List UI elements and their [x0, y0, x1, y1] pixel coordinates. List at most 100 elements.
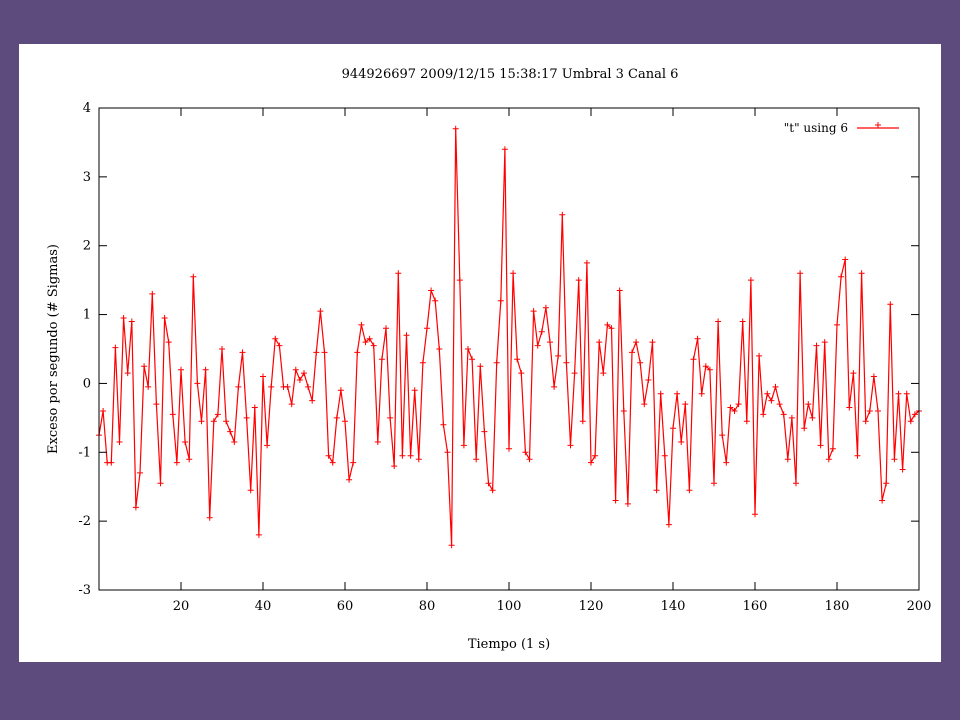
data-point [752, 511, 758, 518]
data-point [682, 401, 689, 408]
y-tick-label: 2 [83, 239, 91, 254]
data-point [727, 404, 734, 411]
data-point [616, 287, 623, 294]
data-point [706, 366, 713, 373]
data-point [719, 432, 726, 439]
data-point [473, 456, 480, 463]
data-point [723, 459, 730, 466]
data-point [346, 476, 353, 483]
data-point [596, 339, 603, 346]
x-tick-label: 40 [255, 599, 272, 614]
data-point [497, 297, 504, 304]
data-point [391, 463, 398, 470]
data-point [653, 487, 660, 494]
data-point [530, 308, 537, 315]
data-point [899, 466, 906, 473]
data-point [850, 370, 857, 377]
data-point [350, 459, 357, 466]
plot-area [96, 125, 922, 549]
data-point [399, 452, 406, 459]
data-point [387, 414, 394, 421]
data-point [493, 359, 500, 366]
data-point [743, 418, 750, 425]
data-point [887, 301, 894, 308]
data-point [559, 211, 566, 218]
data-point [760, 411, 767, 418]
data-point [284, 383, 291, 390]
data-point [670, 425, 676, 432]
chart-title: 944926697 2009/12/15 15:38:17 Umbral 3 C… [342, 67, 679, 82]
data-point [555, 352, 562, 359]
chart-frame: 944926697 2009/12/15 15:38:17 Umbral 3 C… [19, 44, 941, 662]
data-point [735, 401, 742, 408]
data-point [854, 452, 861, 459]
data-point [510, 270, 517, 277]
data-point [547, 339, 553, 346]
data-point [571, 370, 578, 377]
data-point [272, 335, 279, 342]
data-point [407, 452, 414, 459]
data-point [309, 397, 316, 404]
data-point [624, 500, 631, 507]
data-point [178, 366, 184, 373]
data-point [342, 418, 348, 425]
data-point [665, 521, 672, 528]
y-axis-label: Exceso por segundo (# Sigmas) [46, 244, 61, 454]
data-point [260, 373, 266, 380]
data-point [370, 342, 377, 349]
data-point [165, 339, 172, 346]
data-point [903, 390, 910, 397]
data-point [296, 377, 303, 383]
data-point [444, 449, 451, 456]
data-point [378, 356, 385, 363]
data-point [842, 256, 849, 263]
data-point [612, 497, 619, 504]
data-point [485, 480, 492, 487]
data-point [690, 356, 697, 363]
data-point [469, 356, 476, 363]
data-point [247, 487, 254, 494]
data-point [514, 356, 521, 363]
data-point [202, 366, 209, 373]
data-point [481, 428, 488, 435]
data-point [436, 346, 443, 352]
data-point [157, 480, 164, 487]
data-point [637, 359, 644, 366]
data-point [838, 273, 845, 280]
x-tick-label: 80 [419, 599, 436, 614]
data-point [526, 456, 533, 463]
x-tick-label: 160 [743, 599, 768, 614]
data-point [821, 339, 828, 346]
data-point [239, 349, 246, 356]
data-point [301, 370, 307, 377]
data-point [190, 273, 197, 280]
data-point [797, 270, 804, 277]
data-point [793, 480, 799, 487]
data-point [100, 408, 107, 414]
data-point [686, 487, 693, 494]
data-point [776, 401, 783, 408]
data-point [424, 325, 430, 332]
data-point [452, 125, 459, 132]
data-point [866, 408, 873, 414]
data-point [395, 270, 402, 277]
data-point [415, 456, 422, 463]
data-point [268, 383, 275, 390]
data-point [366, 335, 373, 342]
line-chart: 944926697 2009/12/15 15:38:17 Umbral 3 C… [46, 67, 931, 652]
data-point [829, 445, 836, 452]
x-tick-label: 120 [579, 599, 604, 614]
data-point [186, 456, 193, 463]
data-point [633, 339, 640, 346]
legend-label: "t" using 6 [784, 121, 848, 135]
data-point [747, 277, 754, 284]
data-point [575, 277, 582, 284]
data-point [641, 401, 648, 408]
data-point [895, 390, 902, 397]
data-point [817, 442, 824, 449]
data-point [772, 383, 779, 390]
data-point [145, 383, 152, 390]
data-point [313, 349, 320, 356]
data-point [219, 346, 225, 352]
data-point [600, 370, 607, 377]
